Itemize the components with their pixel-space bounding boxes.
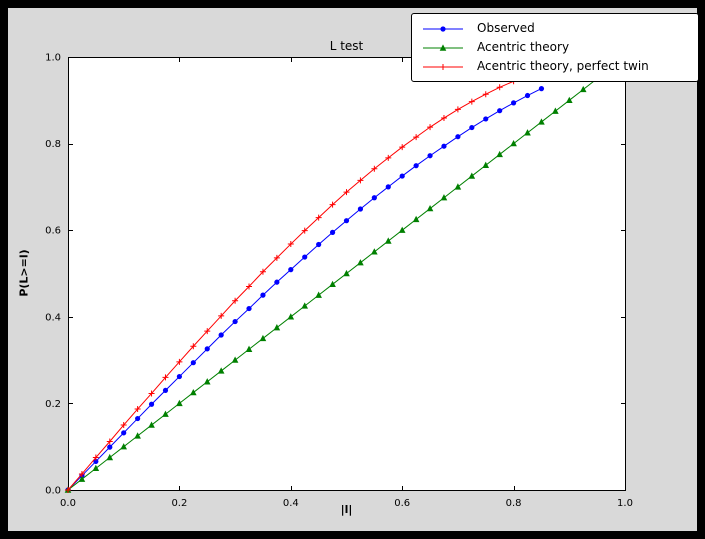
x-tick-label: 0.4 xyxy=(283,498,299,509)
x-tick-label: 1.0 xyxy=(617,498,633,509)
y-tick-label: 0.8 xyxy=(45,139,61,150)
y-tick-label: 1.0 xyxy=(45,53,61,64)
y-tick-label: 0.4 xyxy=(45,312,61,323)
legend-acentric-theory-line-icon xyxy=(423,43,463,51)
y-tick-label: 0.0 xyxy=(45,486,61,497)
tick-labels: 0.0 0.2 0.4 0.6 0.8 1.0 0.0 0.2 0.4 0.6 0.8 1.0 xyxy=(45,53,633,510)
y-axis-label: P(L>=l) xyxy=(17,249,31,297)
legend-acentric-theory-perfect-twin-line-icon xyxy=(423,63,463,70)
legend: Observed Acentric theory Acentric theory… xyxy=(411,13,699,82)
x-tick-label: 0.0 xyxy=(60,498,76,509)
y-tick-label: 0.2 xyxy=(45,399,61,410)
legend-item-acentric-theory: Acentric theory xyxy=(421,40,689,55)
x-tick-label: 0.8 xyxy=(506,498,522,509)
legend-label-acentric-theory-perfect-twin: Acentric theory, perfect twin xyxy=(477,59,649,73)
x-tick-label: 0.2 xyxy=(171,498,187,509)
x-tick-label: 0.6 xyxy=(394,498,410,509)
series-acentric-theory xyxy=(64,75,601,493)
legend-item-acentric-theory-perfect-twin: Acentric theory, perfect twin xyxy=(421,59,689,74)
series-acentric-theory-perfect-twin xyxy=(65,67,545,493)
legend-label-acentric-theory: Acentric theory xyxy=(477,40,570,54)
y-tick-label: 0.6 xyxy=(45,226,61,237)
legend-observed-line-icon xyxy=(423,25,463,32)
chart-title: L test xyxy=(329,39,364,53)
legend-item-observed: Observed xyxy=(421,21,689,36)
legend-label-observed: Observed xyxy=(477,21,535,35)
x-axis-label: |l| xyxy=(340,503,353,516)
